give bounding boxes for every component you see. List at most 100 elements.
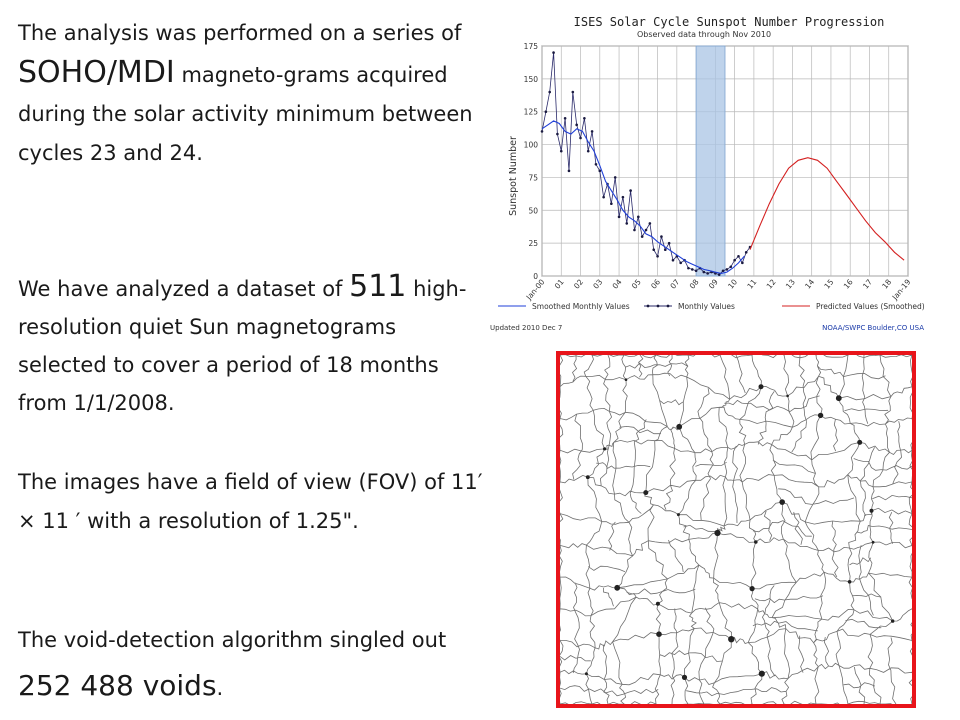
magnetic-concentration (603, 447, 607, 451)
monthly-point (744, 251, 748, 254)
monthly-point (548, 90, 552, 94)
monthly-point (625, 222, 629, 225)
magnetic-concentration (655, 601, 660, 606)
monthly-point (741, 261, 744, 265)
monthly-point (610, 202, 613, 206)
magnetic-concentration (754, 540, 758, 544)
monthly-point (567, 169, 571, 173)
y-tick-label: 25 (528, 239, 538, 248)
chart-yticks: 0 25 50 75 100 125 150 175 (524, 42, 539, 281)
monthly-point (687, 266, 690, 270)
paragraph-voids-text-a: The void-detection algorithm singled out (18, 628, 447, 652)
magnetic-concentration (857, 439, 863, 445)
magnetic-concentration (835, 395, 842, 402)
x-tick-label: 02 (572, 277, 585, 290)
monthly-point (575, 123, 578, 127)
paragraph-voids-text-c: . (216, 676, 224, 700)
magnetic-concentration (786, 394, 789, 398)
y-tick-label: 150 (524, 75, 539, 84)
x-tick-label: 17 (861, 277, 874, 290)
magnetic-concentration (584, 672, 588, 676)
monthly-point (617, 215, 621, 219)
chart-series (540, 51, 905, 276)
y-tick-label: 75 (528, 173, 538, 182)
magnetic-concentration (643, 490, 649, 496)
monthly-point (540, 130, 544, 133)
sunspot-chart-svg: ISES Solar Cycle Sunspot Number Progress… (490, 15, 925, 332)
monthly-point (563, 116, 567, 120)
monthly-point (629, 189, 632, 192)
magnetic-concentration (869, 508, 874, 513)
y-tick-label: 100 (524, 141, 539, 150)
monthly-point (733, 258, 736, 262)
monthly-point (663, 248, 667, 252)
soho-mdi-highlight: SOHO/MDI (18, 55, 175, 90)
monthly-point (621, 195, 625, 199)
magnetic-concentration (758, 670, 765, 677)
y-tick-label: 0 (533, 272, 538, 281)
monthly-point (717, 273, 721, 276)
chart-ylabel: Sunspot Number (508, 136, 519, 216)
paragraph-analysis-text-c: magneto-grams acquired during the solar … (18, 63, 473, 165)
x-tick-label: 11 (745, 277, 758, 290)
magnetic-concentration (758, 384, 764, 390)
paragraph-dataset-text-a: We have analyzed a dataset of (18, 277, 350, 301)
voids-image (556, 351, 916, 708)
x-tick-label: 05 (630, 277, 643, 290)
voids-network-image (560, 355, 912, 704)
void-boundaries (560, 355, 912, 704)
monthly-point (652, 248, 656, 252)
voids-count-highlight: 252 488 voids (18, 669, 217, 702)
monthly-point (690, 268, 694, 271)
monthly-point (613, 176, 617, 179)
paragraph-fov: The images have a field of view (FOV) of… (18, 470, 483, 533)
series-line-predicted-values-smoothed (749, 157, 905, 261)
monthly-point (648, 222, 652, 225)
monthly-point (556, 132, 559, 136)
magnetic-concentration (891, 619, 895, 623)
monthly-point (633, 228, 636, 232)
monthly-point (559, 149, 563, 153)
monthly-point (729, 265, 733, 269)
monthly-point (590, 130, 594, 133)
legend-label: Smoothed Monthly Values (532, 302, 630, 311)
magnetic-concentration (779, 499, 785, 505)
x-tick-label: Jan-19 (890, 277, 913, 302)
monthly-point (586, 149, 590, 153)
sunspot-chart: ISES Solar Cycle Sunspot Number Progress… (486, 4, 928, 338)
monthly-point (583, 116, 586, 120)
magnetic-concentration (624, 378, 628, 381)
monthly-point (644, 228, 648, 232)
magnetic-concentration (749, 586, 755, 592)
chart-xticks: Jan-00 01 02 03 04 05 06 07 08 09 10 11 12 13 14 15 16 17… (524, 277, 913, 302)
magnetic-concentration (656, 631, 662, 637)
monthly-point (637, 215, 640, 219)
monthly-point (679, 261, 682, 265)
paragraph-dataset: We have analyzed a dataset of 511 high-r… (18, 268, 488, 422)
highlight-band (695, 45, 726, 277)
chart-footer-right: NOAA/SWPC Boulder,CO USA (822, 324, 924, 332)
x-tick-label: Jan-00 (524, 277, 547, 302)
magnetic-concentration (585, 475, 590, 480)
x-tick-label: 04 (611, 277, 624, 290)
monthly-point (571, 90, 575, 94)
paragraph-voids: The void-detection algorithm singled out… (18, 617, 488, 711)
monthly-point (602, 195, 605, 199)
monthly-point (579, 136, 582, 140)
legend-label: Monthly Values (678, 302, 735, 311)
x-tick-label: 06 (649, 277, 662, 290)
paragraph-analysis: The analysis was performed on a series o… (18, 14, 488, 173)
chart-subtitle: Observed data through Nov 2010 (637, 30, 771, 39)
magnetic-concentration (681, 674, 688, 680)
chart-title: ISES Solar Cycle Sunspot Number Progress… (574, 15, 885, 29)
x-tick-label: 13 (784, 277, 797, 290)
magnetic-concentration (714, 529, 721, 537)
magnetic-concentration (728, 636, 735, 643)
x-tick-label: 10 (726, 277, 739, 290)
magnetic-concentration (847, 580, 852, 584)
legend-swatch-dot (656, 304, 660, 308)
magnetic-concentration (614, 584, 621, 591)
monthly-point (660, 235, 663, 238)
legend-swatch-dot (666, 304, 670, 308)
monthly-point (544, 110, 548, 114)
